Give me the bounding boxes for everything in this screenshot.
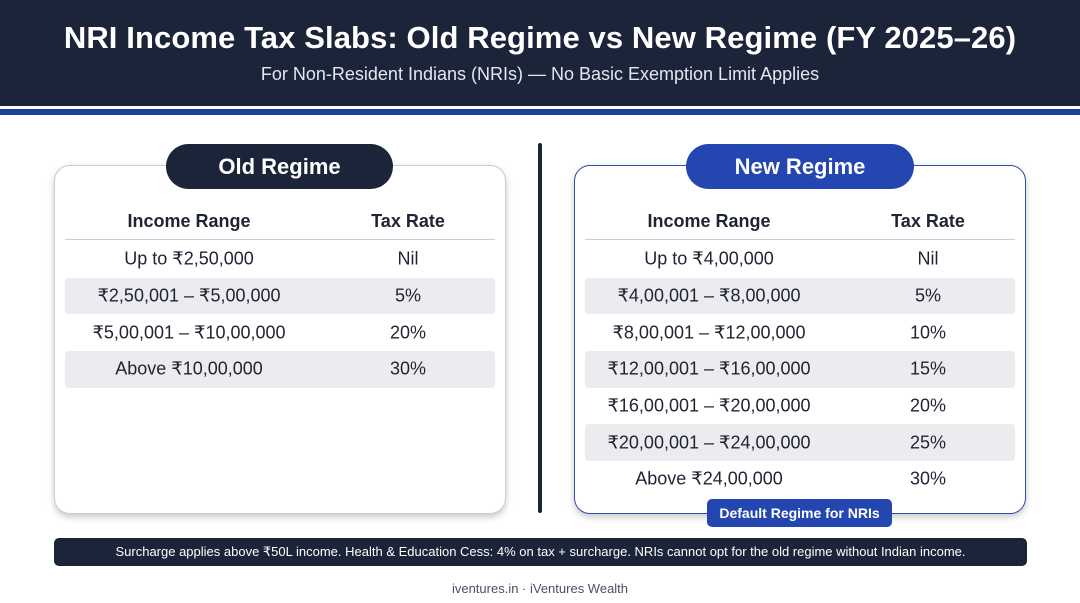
new-regime-table-header: Income Range Tax Rate — [585, 202, 1015, 240]
income-range-cell: ₹12,00,001 – ₹16,00,000 — [607, 358, 811, 379]
tax-rate-cell: 20% — [909, 395, 947, 416]
regime-divider — [538, 143, 542, 513]
tax-rate-cell: Nil — [917, 248, 939, 269]
tax-rate-cell: Nil — [397, 248, 419, 269]
income-range-cell: ₹8,00,001 – ₹12,00,000 — [612, 322, 806, 343]
tax-rate-cell: 30% — [389, 358, 427, 379]
table-row: ₹16,00,001 – ₹20,00,000 20% — [585, 388, 1015, 425]
income-range-cell: ₹4,00,001 – ₹8,00,000 — [617, 285, 801, 306]
income-range-cell: Above ₹10,00,000 — [115, 358, 263, 379]
table-row: Above ₹24,00,000 30% — [585, 461, 1015, 498]
header-banner: NRI Income Tax Slabs: Old Regime vs New … — [0, 0, 1080, 106]
table-row: ₹8,00,001 – ₹12,00,000 10% — [585, 314, 1015, 351]
tax-rate-cell: 30% — [909, 468, 947, 489]
old-col-income-range: Income Range — [127, 211, 251, 231]
income-range-cell: Up to ₹4,00,000 — [644, 248, 774, 269]
income-range-cell: ₹20,00,001 – ₹24,00,000 — [607, 432, 811, 453]
income-range-cell: ₹5,00,001 – ₹10,00,000 — [92, 322, 286, 343]
page-title: NRI Income Tax Slabs: Old Regime vs New … — [63, 20, 1017, 55]
tax-rate-cell: 15% — [909, 358, 947, 379]
old-col-tax-rate: Tax Rate — [371, 211, 445, 231]
default-regime-badge: Default Regime for NRIs — [707, 499, 892, 527]
tax-rate-cell: 25% — [909, 432, 947, 453]
old-regime-label: Old Regime — [166, 144, 393, 189]
tax-rate-cell: 10% — [909, 322, 947, 343]
table-row: ₹12,00,001 – ₹16,00,000 15% — [585, 351, 1015, 388]
tax-rate-cell: 5% — [914, 285, 942, 306]
old-regime-table-header: Income Range Tax Rate — [65, 202, 495, 240]
tax-rate-cell: 5% — [394, 285, 422, 306]
header-accent-stripe — [0, 109, 1080, 115]
income-range-cell: ₹2,50,001 – ₹5,00,000 — [97, 285, 281, 306]
new-regime-card: Income Range Tax Rate Up to ₹4,00,000 Ni… — [574, 165, 1026, 514]
surcharge-note: Surcharge applies above ₹50L income. Hea… — [54, 538, 1027, 566]
table-row: Up to ₹2,50,000 Nil — [65, 241, 495, 278]
table-row: ₹2,50,001 – ₹5,00,000 5% — [65, 277, 495, 315]
old-regime-card: Income Range Tax Rate Up to ₹2,50,000 Ni… — [54, 165, 506, 514]
income-range-cell: Above ₹24,00,000 — [635, 468, 783, 489]
new-col-tax-rate: Tax Rate — [891, 211, 965, 231]
table-row: ₹5,00,001 – ₹10,00,000 20% — [65, 314, 495, 351]
table-row: ₹4,00,001 – ₹8,00,000 5% — [585, 277, 1015, 315]
income-range-cell: ₹16,00,001 – ₹20,00,000 — [607, 395, 811, 416]
tax-rate-cell: 20% — [389, 322, 427, 343]
page-subtitle: For Non-Resident Indians (NRIs) — No Bas… — [260, 64, 820, 84]
new-col-income-range: Income Range — [647, 211, 771, 231]
new-regime-rows: Up to ₹4,00,000 Nil ₹4,00,001 – ₹8,00,00… — [585, 241, 1015, 498]
old-regime-rows: Up to ₹2,50,000 Nil ₹2,50,001 – ₹5,00,00… — [65, 241, 495, 388]
table-row: ₹20,00,001 – ₹24,00,000 25% — [585, 424, 1015, 462]
footer-credit: iventures.in · iVentures Wealth — [451, 581, 629, 596]
new-regime-label: New Regime — [686, 144, 914, 189]
income-range-cell: Up to ₹2,50,000 — [124, 248, 254, 269]
table-row: Up to ₹4,00,000 Nil — [585, 241, 1015, 278]
table-row: Above ₹10,00,000 30% — [65, 351, 495, 388]
